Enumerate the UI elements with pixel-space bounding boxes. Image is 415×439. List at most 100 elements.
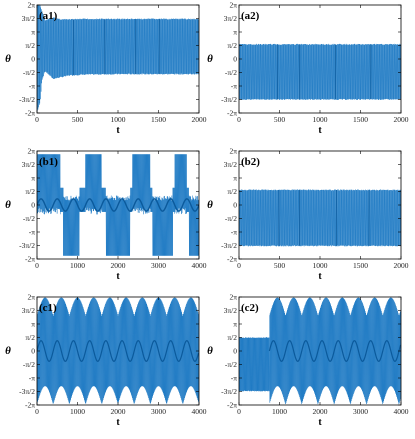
x-tick-label: 1000 bbox=[70, 407, 85, 416]
y-tick-label: 2π bbox=[27, 147, 35, 156]
y-tick-label: π bbox=[31, 174, 35, 183]
x-tick-label: 1000 bbox=[272, 407, 287, 416]
y-axis-label: θ bbox=[207, 345, 213, 357]
series-path bbox=[37, 154, 199, 256]
y-tick-label: π bbox=[31, 320, 35, 329]
x-tick-label: 500 bbox=[274, 115, 286, 124]
y-tick-label: 2π bbox=[27, 293, 35, 302]
y-tick-label: π bbox=[233, 174, 237, 183]
y-tick-label: -2π bbox=[227, 255, 237, 264]
panel-label: (c1) bbox=[39, 302, 57, 314]
x-tick-label: 1500 bbox=[151, 115, 166, 124]
panel-c2: -2π -3π/2 -π -π/2 0 π/2 π 3π/2 2π 0 1000 2000 3000 40… bbox=[207, 293, 409, 429]
y-axis-label: θ bbox=[207, 53, 213, 65]
series-line bbox=[37, 5, 199, 112]
y-tick-label: 2π bbox=[229, 293, 237, 302]
y-tick-label: 3π/2 bbox=[224, 160, 238, 169]
y-axis-label: θ bbox=[5, 345, 11, 357]
x-tick-label: 1500 bbox=[353, 261, 368, 270]
x-axis-label: t bbox=[116, 271, 120, 282]
y-tick-label: 0 bbox=[233, 55, 237, 64]
y-tick-label: 0 bbox=[31, 201, 35, 210]
x-tick-label: 500 bbox=[274, 261, 286, 270]
y-tick-label: 2π bbox=[27, 1, 35, 10]
y-tick-label: π/2 bbox=[25, 187, 35, 196]
y-tick-label: π bbox=[233, 28, 237, 37]
x-tick-label: 2000 bbox=[394, 261, 409, 270]
y-tick-label: -2π bbox=[227, 109, 237, 118]
x-tick-label: 1000 bbox=[111, 115, 126, 124]
x-tick-label: 4000 bbox=[394, 407, 409, 416]
series-core bbox=[37, 198, 199, 212]
x-axis-label: t bbox=[116, 417, 120, 428]
x-axis-label: t bbox=[318, 271, 322, 282]
x-tick-label: 1500 bbox=[353, 115, 368, 124]
series-line bbox=[239, 297, 401, 405]
x-tick-label: 500 bbox=[72, 115, 84, 124]
y-axis-label: θ bbox=[5, 199, 11, 211]
series-core bbox=[268, 340, 401, 362]
y-tick-label: π/2 bbox=[25, 333, 35, 342]
x-tick-label: 0 bbox=[35, 115, 39, 124]
series-line bbox=[37, 297, 199, 404]
y-tick-label: π/2 bbox=[227, 333, 237, 342]
y-tick-label: π bbox=[31, 28, 35, 37]
panel-a2: -2π -3π/2 -π -π/2 0 π/2 π 3π/2 2π 0 500 1000 1500 200… bbox=[207, 1, 409, 137]
series-path bbox=[37, 297, 199, 404]
y-tick-label: 2π bbox=[229, 1, 237, 10]
panel-c1: -2π -3π/2 -π -π/2 0 π/2 π 3π/2 2π 0 1000 2000 3000 40… bbox=[5, 293, 207, 429]
y-tick-label: 3π/2 bbox=[22, 160, 36, 169]
y-tick-label: -π bbox=[231, 228, 237, 237]
x-tick-label: 4000 bbox=[192, 407, 207, 416]
x-axis-label: t bbox=[318, 125, 322, 136]
x-tick-label: 4000 bbox=[192, 261, 207, 270]
y-tick-label: 3π/2 bbox=[224, 306, 238, 315]
x-tick-label: 3000 bbox=[353, 407, 368, 416]
y-tick-label: -π bbox=[29, 82, 35, 91]
panel-b1: -2π -3π/2 -π -π/2 0 π/2 π 3π/2 2π 0 1000 2000 3000 40… bbox=[5, 147, 207, 283]
y-tick-label: -3π/2 bbox=[19, 95, 35, 104]
y-tick-label: 2π bbox=[229, 147, 237, 156]
x-tick-label: 0 bbox=[237, 115, 241, 124]
y-tick-label: -2π bbox=[25, 109, 35, 118]
y-tick-label: -π bbox=[29, 228, 35, 237]
y-tick-label: -3π/2 bbox=[221, 387, 237, 396]
y-tick-label: -π bbox=[231, 82, 237, 91]
x-tick-label: 0 bbox=[237, 261, 241, 270]
y-tick-label: -π/2 bbox=[225, 360, 237, 369]
y-tick-label: 0 bbox=[233, 201, 237, 210]
y-axis-label: θ bbox=[207, 199, 213, 211]
series-line bbox=[239, 43, 401, 100]
x-axis-label: t bbox=[318, 417, 322, 428]
x-tick-label: 2000 bbox=[192, 115, 207, 124]
y-tick-label: -3π/2 bbox=[19, 387, 35, 396]
y-tick-label: 3π/2 bbox=[22, 306, 36, 315]
y-tick-label: -π/2 bbox=[225, 214, 237, 223]
x-tick-label: 1000 bbox=[70, 261, 85, 270]
panel-label: (a2) bbox=[241, 10, 260, 22]
y-tick-label: π bbox=[233, 320, 237, 329]
y-tick-label: 0 bbox=[233, 347, 237, 356]
x-tick-label: 2000 bbox=[394, 115, 409, 124]
panel-a1: -2π -3π/2 -π -π/2 0 π/2 π 3π/2 2π 0 500 1000 1500 200… bbox=[5, 1, 207, 137]
y-tick-label: 0 bbox=[31, 55, 35, 64]
x-tick-label: 0 bbox=[35, 261, 39, 270]
series-path bbox=[37, 5, 199, 112]
y-tick-label: π/2 bbox=[227, 41, 237, 50]
y-tick-label: 3π/2 bbox=[224, 14, 238, 23]
panel-label: (a1) bbox=[39, 10, 58, 22]
y-tick-label: -3π/2 bbox=[221, 95, 237, 104]
y-tick-label: -2π bbox=[25, 255, 35, 264]
y-tick-label: -3π/2 bbox=[221, 241, 237, 250]
x-tick-label: 3000 bbox=[151, 407, 166, 416]
x-tick-label: 1000 bbox=[313, 115, 328, 124]
x-tick-label: 2000 bbox=[111, 407, 126, 416]
x-tick-label: 2000 bbox=[111, 261, 126, 270]
panel-label: (c2) bbox=[241, 302, 259, 314]
y-tick-label: -π/2 bbox=[225, 68, 237, 77]
panel-label: (b2) bbox=[241, 156, 260, 168]
y-tick-label: 0 bbox=[31, 347, 35, 356]
series-line bbox=[37, 154, 199, 256]
series-path bbox=[239, 189, 401, 247]
y-tick-label: π/2 bbox=[227, 187, 237, 196]
